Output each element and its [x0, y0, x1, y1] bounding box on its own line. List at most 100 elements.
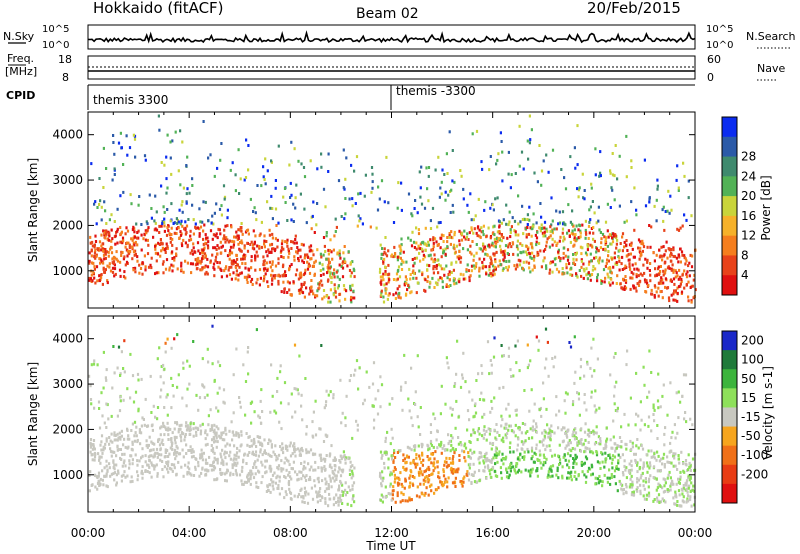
- data-cell: [657, 286, 660, 290]
- data-cell: [105, 222, 108, 225]
- data-cell: [211, 464, 214, 468]
- data-cell: [470, 226, 473, 230]
- data-cell: [275, 458, 278, 462]
- data-cell: [267, 285, 270, 288]
- data-cell: [188, 191, 191, 195]
- data-cell: [594, 267, 597, 271]
- data-cell: [625, 239, 628, 243]
- data-cell: [228, 443, 231, 447]
- data-cell: [451, 460, 455, 464]
- data-cell: [277, 483, 280, 487]
- data-cell: [391, 397, 394, 401]
- data-cell: [438, 195, 441, 199]
- data-cell: [219, 267, 222, 271]
- data-cell: [111, 257, 114, 261]
- data-cell: [211, 362, 214, 366]
- data-cell: [572, 461, 575, 465]
- data-cell: [387, 263, 390, 267]
- data-cell: [615, 282, 618, 285]
- data-cell: [426, 455, 429, 458]
- data-cell: [405, 260, 408, 264]
- data-cell: [610, 242, 613, 246]
- data-cell: [660, 281, 663, 285]
- data-cell: [341, 483, 344, 487]
- data-cell: [603, 280, 606, 284]
- data-cell: [591, 245, 594, 249]
- data-cell: [271, 232, 274, 236]
- data-cell: [415, 456, 418, 460]
- data-cell: [185, 192, 188, 196]
- data-cell: [261, 463, 264, 467]
- data-cell: [95, 265, 99, 269]
- data-cell: [621, 249, 624, 253]
- data-cell: [658, 248, 661, 252]
- data-cell: [596, 279, 599, 283]
- data-cell: [614, 482, 617, 486]
- data-cell: [531, 268, 534, 272]
- data-cell: [501, 418, 504, 422]
- data-cell: [112, 134, 115, 137]
- data-cell: [294, 454, 297, 458]
- data-cell: [313, 484, 317, 488]
- data-cell: [244, 380, 248, 383]
- data-cell: [430, 489, 433, 493]
- data-cell: [579, 235, 582, 239]
- data-cell: [657, 372, 660, 376]
- data-cell: [182, 238, 185, 242]
- data-cell: [328, 474, 331, 478]
- data-cell: [156, 252, 160, 256]
- data-cell: [422, 257, 425, 261]
- data-cell: [601, 232, 605, 236]
- data-cell: [162, 271, 165, 275]
- data-cell: [502, 440, 505, 444]
- data-cell: [481, 260, 484, 264]
- data-cell: [685, 483, 688, 487]
- data-cell: [432, 236, 435, 240]
- data-cell: [131, 448, 134, 452]
- data-cell: [592, 432, 595, 436]
- data-cell: [340, 215, 343, 218]
- data-cell: [166, 186, 169, 190]
- data-cell: [593, 256, 596, 260]
- data-cell: [572, 400, 575, 403]
- data-cell: [210, 468, 213, 472]
- data-cell: [185, 404, 188, 408]
- data-cell: [211, 214, 214, 218]
- data-cell: [664, 489, 667, 493]
- data-cell: [486, 464, 490, 468]
- data-cell: [664, 426, 667, 430]
- data-cell: [489, 262, 492, 265]
- data-cell: [120, 254, 123, 257]
- data-cell: [533, 254, 536, 258]
- data-cell: [235, 431, 238, 435]
- data-cell: [607, 259, 610, 263]
- data-cell: [572, 261, 575, 265]
- data-cell: [311, 249, 314, 253]
- data-cell: [204, 200, 207, 204]
- data-cell: [296, 495, 299, 499]
- data-cell: [500, 221, 503, 225]
- data-cell: [659, 469, 662, 472]
- data-cell: [196, 267, 199, 270]
- data-cell: [202, 248, 205, 252]
- data-cell: [567, 443, 570, 447]
- data-cell: [606, 480, 609, 484]
- data-cell: [115, 463, 118, 467]
- data-cell: [255, 481, 258, 485]
- data-cell: [257, 454, 260, 458]
- data-cell: [462, 277, 465, 281]
- data-cell: [307, 492, 310, 496]
- data-cell: [298, 449, 301, 453]
- data-cell: [171, 447, 174, 451]
- data-cell: [540, 223, 543, 227]
- data-cell: [670, 278, 673, 282]
- data-cell: [178, 208, 181, 212]
- data-cell: [573, 458, 576, 462]
- data-cell: [271, 207, 274, 210]
- data-cell: [690, 504, 693, 508]
- data-cell: [662, 245, 665, 249]
- data-cell: [676, 227, 679, 231]
- data-cell: [207, 360, 210, 364]
- data-cell: [635, 371, 638, 375]
- data-cell: [333, 268, 336, 272]
